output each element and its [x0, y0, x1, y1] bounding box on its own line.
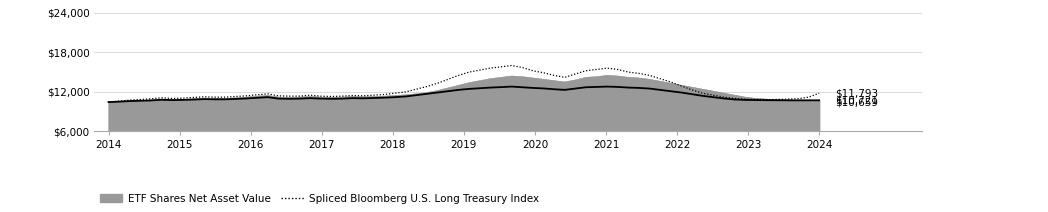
- Text: $10,721: $10,721: [835, 95, 878, 105]
- Text: $11,793: $11,793: [835, 88, 878, 98]
- Text: $10,659: $10,659: [835, 97, 878, 107]
